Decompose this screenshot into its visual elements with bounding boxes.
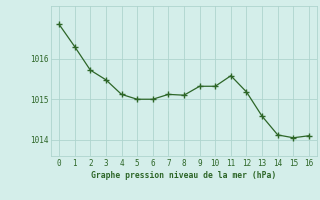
- X-axis label: Graphe pression niveau de la mer (hPa): Graphe pression niveau de la mer (hPa): [92, 171, 276, 180]
